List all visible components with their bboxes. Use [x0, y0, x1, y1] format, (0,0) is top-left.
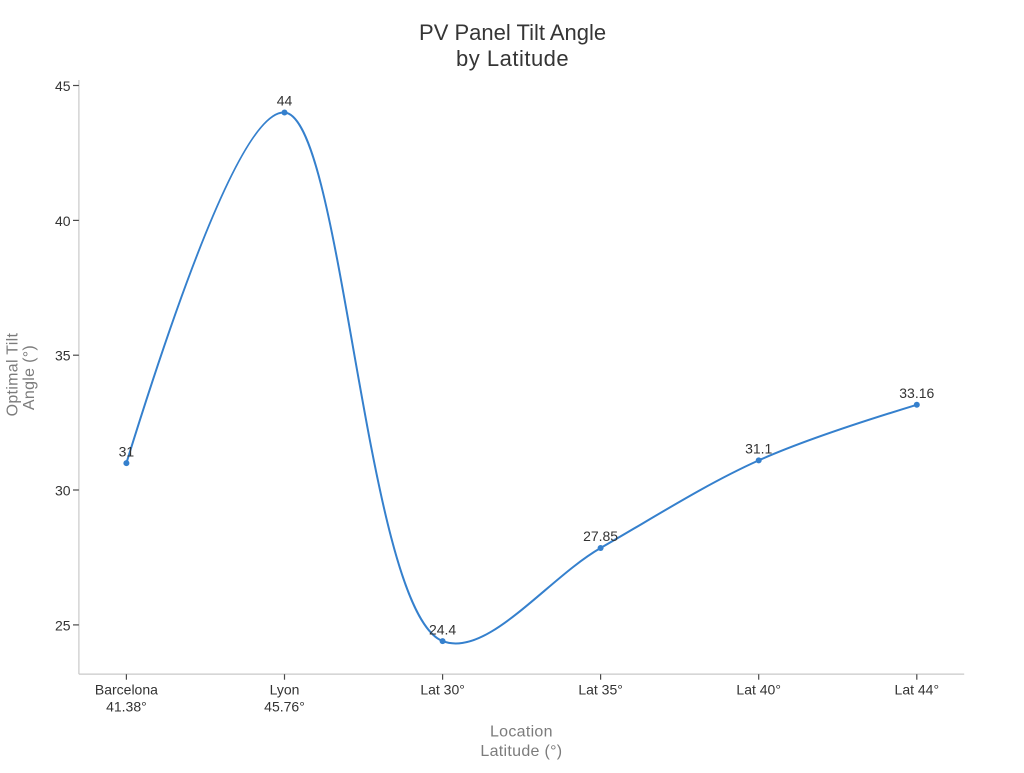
svg-text:Angle (°): Angle (°)	[21, 345, 38, 410]
svg-text:Lyon: Lyon	[270, 682, 300, 698]
svg-text:35: 35	[55, 348, 71, 364]
svg-text:44: 44	[277, 93, 293, 109]
svg-text:Optimal Tilt: Optimal Tilt	[4, 333, 21, 417]
svg-text:45: 45	[55, 78, 71, 94]
svg-text:24.4: 24.4	[429, 621, 456, 637]
svg-text:Lat 35°: Lat 35°	[578, 682, 623, 698]
svg-text:Lat 40°: Lat 40°	[736, 682, 781, 698]
svg-text:25: 25	[55, 617, 71, 633]
svg-text:PV Panel Tilt Angle: PV Panel Tilt Angle	[419, 20, 606, 45]
svg-text:30: 30	[55, 483, 71, 499]
svg-text:41.38°: 41.38°	[106, 698, 147, 714]
svg-text:Barcelona: Barcelona	[95, 682, 158, 698]
svg-text:27.85: 27.85	[583, 528, 618, 544]
svg-text:by Latitude: by Latitude	[456, 46, 569, 71]
svg-text:Lat 44°: Lat 44°	[895, 682, 940, 698]
svg-text:33.16: 33.16	[899, 385, 934, 401]
svg-text:40: 40	[55, 213, 71, 229]
svg-text:31.1: 31.1	[745, 441, 772, 457]
svg-text:Lat 30°: Lat 30°	[420, 682, 465, 698]
svg-text:Latitude (°): Latitude (°)	[480, 743, 562, 760]
svg-text:Location: Location	[490, 724, 553, 741]
svg-text:45.76°: 45.76°	[264, 698, 305, 714]
svg-text:31: 31	[119, 443, 135, 459]
